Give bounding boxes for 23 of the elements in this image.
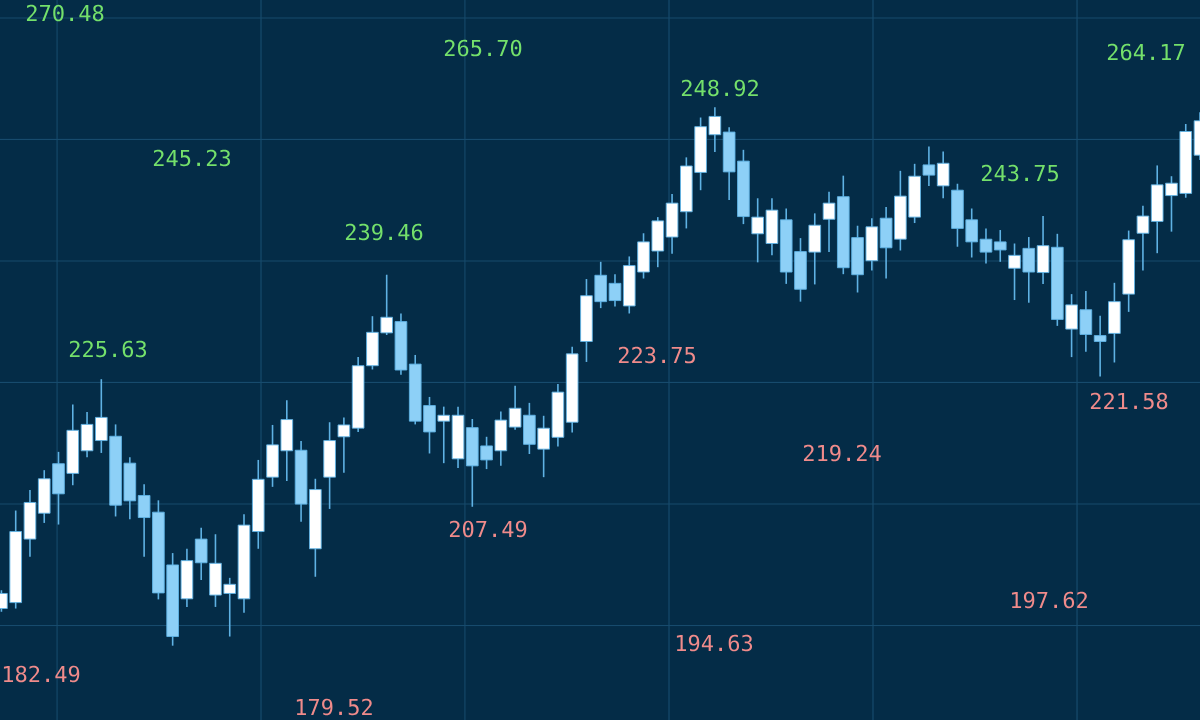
text: 264.17 bbox=[1107, 43, 1185, 61]
annotation: 207.49 bbox=[449, 520, 527, 538]
annotation: 225.63 bbox=[69, 340, 147, 358]
text: 270.48 bbox=[26, 4, 104, 22]
candlestick bbox=[1136, 205, 1150, 272]
candlestick bbox=[1093, 314, 1107, 378]
text: 182.49 bbox=[3, 665, 80, 683]
text: 248.92 bbox=[681, 79, 758, 97]
text: 265.70 bbox=[444, 39, 522, 57]
candlestick bbox=[993, 229, 1007, 263]
annotation: 239.46 bbox=[345, 223, 423, 241]
candlestick bbox=[936, 150, 950, 200]
annotation: 194.63 bbox=[676, 634, 753, 652]
annotation: 243.75 bbox=[981, 164, 1058, 182]
annotation: 223.75 bbox=[618, 346, 695, 364]
annotation: 219.24 bbox=[803, 444, 881, 462]
text: 179.52 bbox=[296, 698, 372, 716]
annotation: 221.58 bbox=[1090, 392, 1168, 410]
annotation: 197.62 bbox=[1011, 591, 1087, 609]
candlestick bbox=[922, 145, 936, 187]
candlestick bbox=[194, 526, 208, 581]
annotation: 245.23 bbox=[153, 149, 231, 167]
candlestick bbox=[337, 416, 351, 474]
